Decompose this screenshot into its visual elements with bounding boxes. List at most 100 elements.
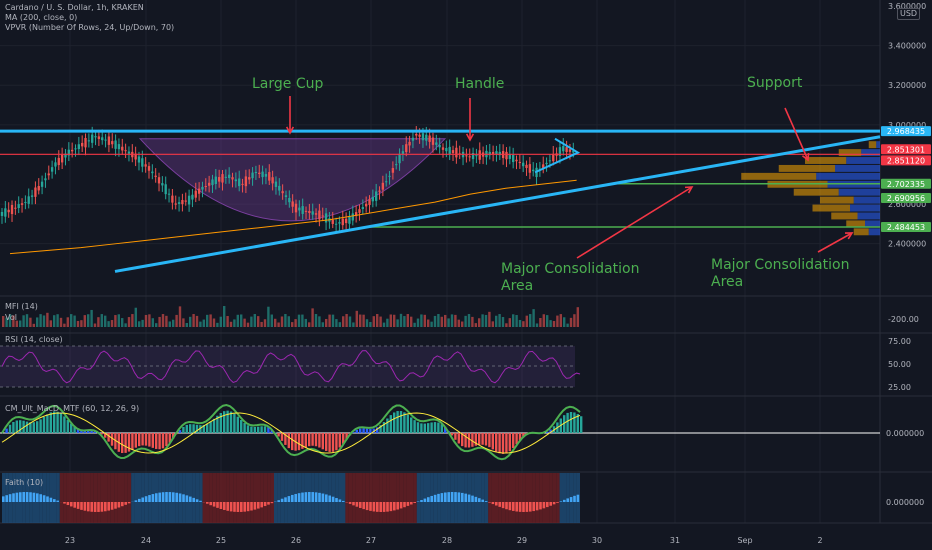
candle-body-170	[568, 149, 572, 152]
faith-bg-150	[512, 473, 516, 523]
faith-bg-40	[138, 473, 142, 523]
faith-bar-52	[178, 493, 182, 502]
currency-badge[interactable]: USD	[897, 8, 921, 20]
faith-bg-112	[382, 473, 387, 523]
vpvr-row-down-11	[868, 228, 880, 236]
candle-body-94	[314, 213, 318, 215]
faith-bar-29	[100, 502, 104, 512]
vpvr-row-down-3	[835, 164, 880, 172]
candle-body-146	[488, 151, 491, 156]
vol-bar-73	[250, 316, 253, 327]
macd-hist-92	[314, 433, 318, 447]
vol-bar-63	[216, 322, 219, 327]
faith-bar-144	[491, 502, 495, 505]
vol-bar-144	[491, 321, 494, 327]
macd-hist-104	[355, 429, 358, 433]
price-tick-0: 3.600000	[888, 2, 926, 11]
candle-body-113	[378, 190, 381, 192]
candle-body-89	[298, 207, 301, 211]
vol-bar-103	[352, 322, 355, 327]
vol-legend[interactable]: Vol	[5, 313, 17, 322]
faith-bar-67	[229, 502, 233, 512]
faith-bg-70	[240, 473, 244, 523]
faith-bar-5	[19, 492, 22, 502]
macd-hist-24	[83, 431, 86, 433]
consolidation-annotation-2-line1: Major Consolidation	[711, 257, 850, 273]
candle-body-25	[84, 137, 87, 148]
faith-bar-56	[192, 497, 195, 502]
macd-hist-18	[63, 416, 66, 433]
macd-hist-54	[185, 424, 188, 433]
faith-bar-0	[2, 496, 5, 502]
macd-legend[interactable]: CM_Ult_MacD_MTF (60, 12, 26, 9)	[5, 404, 140, 413]
faith-bg-153	[522, 473, 526, 523]
candle-body-38	[127, 151, 131, 154]
vol-bar-8	[29, 317, 32, 327]
vol-bar-134	[457, 319, 460, 327]
vol-bar-84	[287, 316, 290, 327]
rsi-legend[interactable]: RSI (14, close)	[5, 335, 63, 344]
vol-bar-53	[182, 318, 185, 327]
time-tick-4: 27	[366, 536, 376, 545]
candle-body-16	[54, 162, 57, 167]
faith-bar-34	[117, 502, 121, 508]
candle-body-147	[491, 151, 495, 155]
macd-hist-112	[382, 422, 386, 433]
candle-body-3	[10, 204, 14, 215]
faith-bar-145	[495, 502, 498, 506]
candle-body-62	[207, 182, 211, 186]
faith-bar-130	[444, 492, 447, 502]
candle-body-125	[418, 134, 421, 137]
faith-bar-138	[471, 495, 474, 502]
candle-body-7	[24, 201, 27, 203]
macd-hist-135	[461, 433, 464, 447]
vol-bar-117	[399, 313, 403, 327]
candle-body-126	[421, 133, 425, 141]
vol-bar-20	[70, 314, 73, 327]
arrow-consolidation-1-head	[684, 186, 694, 194]
price-axis[interactable]: 3.600000 3.400000 3.200000 3.000000 2.600000…	[881, 2, 931, 507]
macd-hist-88	[301, 433, 304, 449]
vol-bar-158	[539, 317, 542, 327]
macd-hist-31	[107, 433, 110, 442]
faith-bar-116	[396, 502, 399, 510]
faith-bar-40	[138, 498, 141, 502]
vol-bar-168	[573, 314, 576, 327]
vol-bar-81	[277, 322, 280, 327]
vpvr-legend[interactable]: VPVR (Number Of Rows, 24, Up/Down, 70)	[5, 23, 175, 32]
vol-bar-106	[362, 314, 365, 327]
macd-hist-82	[280, 433, 284, 441]
candle-body-151	[505, 151, 508, 160]
ma-legend[interactable]: MA (200, close, 0)	[5, 13, 78, 22]
faith-bar-83	[284, 497, 287, 502]
faith-legend[interactable]: Faith (10)	[5, 478, 44, 487]
macd-hist-56	[192, 424, 195, 433]
macd-hist-50	[172, 433, 175, 439]
faith-bar-102	[348, 502, 352, 504]
faith-bar-24	[83, 502, 87, 511]
vol-bar-165	[563, 317, 566, 327]
candle-body-21	[70, 149, 74, 152]
mfi-legend[interactable]: MFI (14)	[5, 302, 38, 311]
faith-bar-49	[168, 492, 172, 502]
rsi-tick-2: 25.00	[888, 383, 911, 392]
faith-bg-76	[260, 473, 264, 523]
rsi-line	[1, 350, 581, 384]
vol-bar-42	[144, 314, 148, 327]
vol-bar-0	[2, 316, 5, 327]
time-axis[interactable]: 23 24 25 26 27 28 29 30 31 Sep 2	[65, 536, 823, 545]
macd-hist-96	[328, 433, 331, 452]
vol-bar-72	[246, 322, 250, 327]
faith-bar-48	[165, 492, 168, 502]
vol-bar-142	[484, 314, 488, 327]
vol-bar-91	[311, 308, 314, 327]
macd-hist-137	[467, 433, 471, 448]
vol-bar-154	[525, 315, 528, 327]
candle-body-142	[475, 155, 478, 157]
faith-bar-141	[481, 499, 484, 502]
candle-body-132	[441, 147, 445, 150]
faith-bar-110	[376, 502, 379, 512]
vol-bar-1	[5, 317, 8, 327]
macd-hist-166	[566, 412, 569, 433]
